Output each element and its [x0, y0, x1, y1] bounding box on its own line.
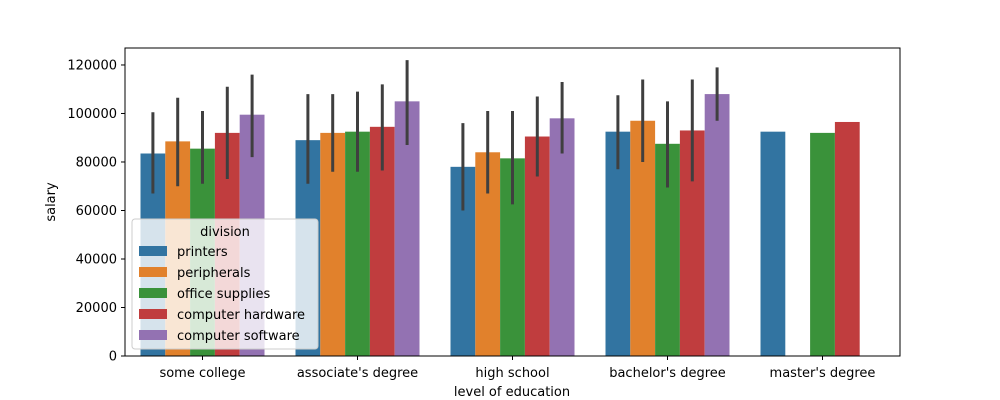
y-tick-label: 80000	[76, 155, 117, 170]
legend-label-computer-software: computer software	[177, 329, 300, 344]
legend-swatch-printers	[139, 246, 167, 256]
bars-layer	[140, 94, 860, 356]
legend: division printers peripherals office suppl…	[131, 218, 319, 350]
y-tick-label: 20000	[76, 301, 117, 316]
x-axis-label: level of education	[454, 385, 570, 400]
y-tick-label: 100000	[67, 107, 117, 122]
x-tick-label: master's degree	[770, 366, 876, 381]
legend-swatch-peripherals	[139, 267, 167, 277]
bar-computer-software-3	[704, 94, 730, 356]
y-tick-label: 60000	[76, 204, 117, 219]
error-bars-layer	[151, 60, 719, 211]
bar-computer-hardware-4	[834, 121, 860, 356]
y-tick-label: 120000	[67, 58, 117, 73]
bar-office-supplies-4	[810, 132, 835, 356]
legend-items: printers peripherals office supplies comput…	[139, 245, 305, 344]
legend-label-peripherals: peripherals	[177, 266, 251, 281]
legend-swatch-computer-hardware	[139, 309, 167, 319]
y-axis-label: salary	[44, 182, 59, 222]
y-tick-label: 40000	[76, 252, 117, 267]
legend-box	[131, 218, 319, 350]
x-tick-label: associate's degree	[297, 366, 418, 381]
x-tick-label: high school	[475, 366, 549, 381]
legend-title: division	[200, 225, 250, 240]
y-axis: 0 20000 40000 60000 80000 100000 120000	[67, 58, 125, 365]
legend-label-printers: printers	[177, 245, 228, 260]
y-tick-label: 0	[109, 350, 117, 365]
bar-computer-software-2	[549, 118, 575, 356]
bar-printers-4	[760, 131, 786, 356]
x-tick-label: bachelor's degree	[609, 366, 726, 381]
legend-label-computer-hardware: computer hardware	[177, 308, 305, 323]
legend-swatch-computer-software	[139, 330, 167, 340]
legend-label-office-supplies: office supplies	[177, 287, 271, 302]
legend-swatch-office-supplies	[139, 288, 167, 298]
x-tick-label: some college	[159, 366, 245, 381]
x-axis: some college associate's degree high schoo…	[159, 356, 875, 381]
